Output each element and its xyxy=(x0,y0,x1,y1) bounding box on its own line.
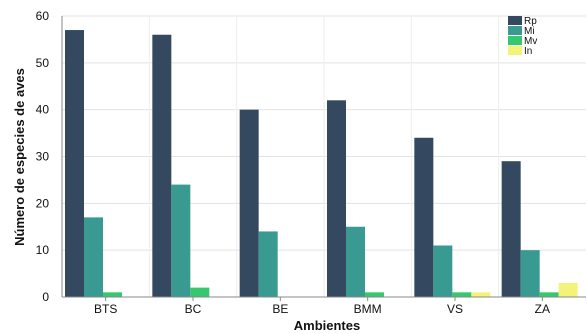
grid-lines xyxy=(62,15,586,298)
bar-mi-za xyxy=(520,250,540,297)
bar-mv-za xyxy=(539,292,559,297)
bar-mv-bts xyxy=(103,292,122,297)
bar-rp-za xyxy=(501,161,521,297)
bar-in-za xyxy=(558,282,578,297)
legend-label-mv: Mv xyxy=(524,36,537,47)
x-axis-title: Ambientes xyxy=(294,318,360,333)
bar-rp-bc xyxy=(152,34,172,297)
bar-mi-bts xyxy=(84,217,103,297)
bar-mv-vs xyxy=(452,292,472,297)
x-tick-label: ZA xyxy=(535,302,550,316)
bars xyxy=(65,30,578,298)
x-tick-label: VS xyxy=(447,302,463,316)
bar-rp-vs xyxy=(414,137,434,297)
y-tick-label: 10 xyxy=(36,243,50,257)
bar-mv-bmm xyxy=(365,292,384,297)
y-tick-label: 60 xyxy=(36,9,50,23)
x-tick-label: BMM xyxy=(354,302,382,316)
legend-label-in: In xyxy=(524,46,532,57)
x-tick-label: BE xyxy=(272,302,288,316)
legend-swatch-mi xyxy=(508,26,522,35)
legend-label-mi: Mi xyxy=(524,26,535,37)
bar-mv-bc xyxy=(190,287,210,297)
bar-mi-bmm xyxy=(346,226,365,297)
bar-rp-be xyxy=(239,109,259,298)
y-axis-title: Número de especies de aves xyxy=(12,68,27,246)
bar-rp-bmm xyxy=(327,100,346,297)
y-tick-label: 20 xyxy=(36,196,50,210)
y-tick-label: 40 xyxy=(36,103,50,117)
bar-mi-vs xyxy=(433,245,453,297)
legend-swatch-mv xyxy=(508,36,522,45)
legend-swatch-rp xyxy=(508,16,522,25)
bar-mi-bc xyxy=(171,184,191,297)
y-tick-labels: 0 10 20 30 40 50 60 xyxy=(36,9,50,304)
bar-in-vs xyxy=(471,292,491,297)
legend-swatch-in xyxy=(508,46,522,55)
bar-mi-be xyxy=(258,231,278,297)
y-tick-label: 50 xyxy=(36,56,50,70)
x-tick-label: BTS xyxy=(94,302,117,316)
axes xyxy=(61,16,586,301)
y-tick-label: 30 xyxy=(36,150,50,164)
x-tick-labels: BTS BC BE BMM VS ZA xyxy=(94,302,550,316)
bar-rp-bts xyxy=(65,30,84,298)
x-tick-label: BC xyxy=(185,302,202,316)
legend-label-rp: Rp xyxy=(524,16,537,27)
y-tick-label: 0 xyxy=(42,290,49,304)
